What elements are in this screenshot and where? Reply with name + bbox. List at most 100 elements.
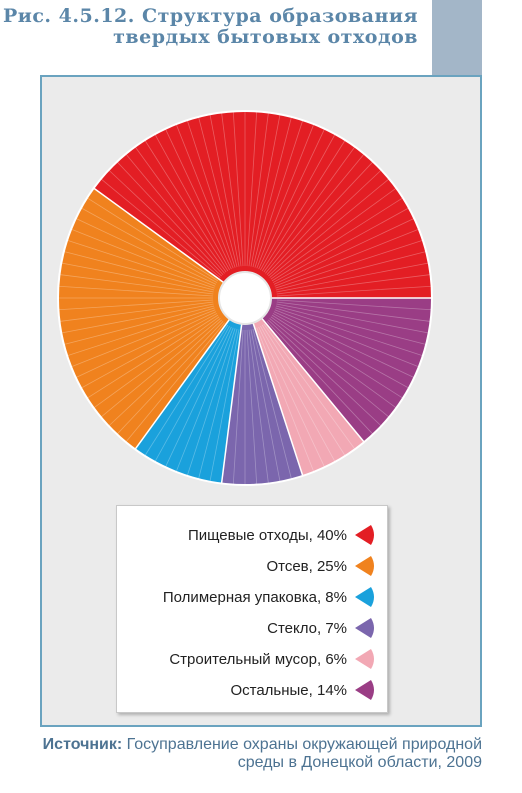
slice-texture-line (59, 274, 214, 295)
slice-texture-line (271, 314, 404, 399)
pie-slice (93, 111, 433, 299)
slice-texture-line (270, 187, 397, 280)
slice-texture-line (186, 120, 236, 268)
slice-texture-line (246, 111, 258, 267)
legend-label: Отсев, 25% (266, 557, 347, 575)
slice-texture-line (198, 328, 238, 480)
slice-texture-line (175, 123, 234, 269)
slice-texture-line (221, 112, 242, 267)
slice-texture-line (134, 146, 227, 273)
slice-texture-line (144, 324, 229, 457)
slice-separator (244, 297, 365, 443)
pie-slice (245, 298, 432, 443)
slice-texture-line (250, 329, 281, 482)
slice-separator (244, 297, 304, 477)
slice-texture-line (252, 116, 292, 268)
legend-label: Пищевые отходы, 40% (187, 526, 347, 544)
pie-slice (245, 298, 365, 476)
slice-texture-line (263, 323, 356, 450)
slice-texture-line (80, 313, 218, 389)
slice-texture-line (165, 326, 232, 468)
slice-texture-line (258, 128, 325, 270)
slice-texture-line (59, 301, 214, 322)
slice-texture-line (276, 301, 431, 322)
slice-texture-line (275, 305, 427, 345)
pie-center-hole (218, 271, 272, 325)
slice-texture-line (265, 153, 365, 274)
slice-texture-line (125, 153, 225, 274)
slice-texture-line (261, 139, 346, 272)
slice-texture-line (275, 239, 423, 289)
slice-texture-line (256, 327, 315, 473)
slice-texture-line (275, 307, 423, 357)
legend-item: Отсев, 25% (266, 554, 377, 578)
slice-texture-line (252, 328, 292, 480)
slice-texture-line (261, 324, 346, 457)
pie-slice (135, 298, 245, 484)
source-text: Госуправление охраны окружающей природно… (122, 736, 482, 771)
chart-title: Рис. 4.5.12. Структура образования тверд… (2, 5, 418, 48)
slice-texture-line (116, 321, 224, 435)
slice-texture-line (165, 128, 232, 270)
pie-slice (221, 298, 303, 485)
slice-texture-line (260, 325, 336, 463)
slice-texture-line (272, 207, 410, 283)
source-note: Источник: Госуправление охраны окружающе… (20, 736, 482, 772)
slice-texture-line (58, 299, 214, 311)
slice-texture-line (232, 111, 244, 267)
slice-texture-line (186, 328, 236, 476)
slice-texture-line (86, 197, 219, 282)
slice-texture-line (272, 313, 410, 389)
slice-texture-line (274, 309, 420, 368)
slice-texture-line (154, 133, 230, 271)
pie-outline (57, 110, 433, 486)
slice-texture-line (258, 326, 325, 468)
legend-marker-icon (355, 680, 374, 700)
slice-texture-line (63, 305, 215, 345)
legend-item: Стекло, 7% (267, 616, 377, 640)
slice-texture-line (269, 178, 390, 278)
slice-texture-line (260, 133, 336, 271)
legend-marker-icon (355, 587, 374, 607)
slice-separator (93, 187, 246, 299)
slice-texture-line (61, 262, 214, 293)
slice-texture-line (209, 114, 240, 267)
slice-texture-line (256, 123, 315, 269)
slice-texture-line (273, 311, 415, 378)
slice-texture-line (108, 169, 222, 277)
slice-texture-line (271, 197, 404, 282)
slice-texture-line (270, 316, 397, 409)
slice-texture-line (250, 114, 281, 267)
slice-texture-line (232, 329, 244, 485)
slice-texture-line (198, 116, 238, 268)
slice-separator (134, 297, 246, 450)
slice-texture-line (276, 285, 432, 297)
legend-marker-icon (355, 618, 374, 638)
slice-texture-line (263, 146, 356, 273)
slice-texture-line (254, 120, 304, 268)
slice-texture-line (58, 285, 214, 297)
slice-texture-line (175, 327, 234, 473)
slice-texture-line (276, 274, 431, 295)
slice-texture-line (268, 319, 382, 427)
legend-marker-icon (355, 556, 374, 576)
slice-texture-line (275, 251, 427, 291)
slice-texture-line (108, 319, 222, 427)
slice-texture-line (154, 325, 230, 463)
slice-texture-line (70, 228, 216, 287)
slice-texture-line (70, 309, 216, 368)
chart-legend: Пищевые отходы, 40% Отсев, 25% Полимерна… (116, 505, 388, 713)
slice-texture-line (144, 139, 229, 272)
slice-texture-line (266, 161, 374, 275)
source-label: Источник: (42, 736, 123, 753)
slice-texture-line (276, 303, 429, 334)
slice-texture-line (248, 329, 269, 484)
slice-texture-line (93, 316, 220, 409)
slice-texture-line (61, 303, 214, 334)
slice-texture-line (269, 318, 390, 418)
slice-texture-line (86, 314, 219, 399)
slice-texture-line (75, 311, 217, 378)
slice-texture-line (266, 321, 374, 435)
slice-texture-line (246, 329, 258, 485)
